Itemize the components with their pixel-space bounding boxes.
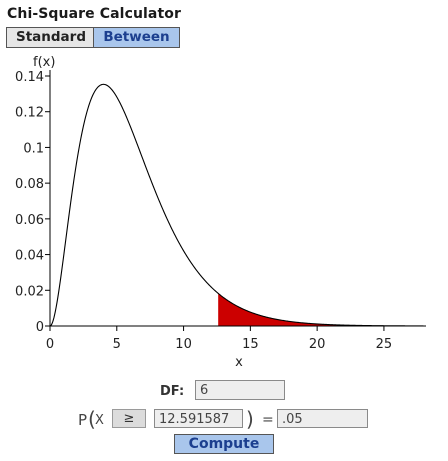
open-paren: ( bbox=[88, 407, 96, 431]
tab-between[interactable]: Between bbox=[94, 27, 180, 48]
density-curve bbox=[49, 83, 424, 327]
compute-button[interactable]: Compute bbox=[174, 434, 274, 454]
chi-square-plot: 0 0.02 0.04 0.06 0.08 0.1 0.12 0.14 0 5 10 15 20 25 f(… bbox=[15, 55, 426, 370]
y-tick-label: 0.06 bbox=[15, 213, 44, 228]
y-tick-label: 0.02 bbox=[15, 284, 44, 299]
y-tick-label: 0.04 bbox=[15, 249, 44, 264]
x-axis-label: x bbox=[235, 355, 243, 370]
x-tick-label: 0 bbox=[46, 337, 54, 352]
app-title: Chi-Square Calculator bbox=[7, 6, 181, 22]
y-tick-label: 0.14 bbox=[15, 70, 44, 85]
y-tick-label: 0.12 bbox=[15, 106, 44, 121]
x-tick-label: 5 bbox=[113, 337, 121, 352]
y-axis-label: f(x) bbox=[33, 55, 55, 70]
df-label: DF: bbox=[160, 384, 185, 399]
probability-input[interactable]: .05 bbox=[277, 409, 368, 428]
y-tick-label: 0.1 bbox=[23, 141, 44, 156]
shaded-tail-region bbox=[218, 293, 424, 326]
random-variable-label: X bbox=[95, 413, 104, 428]
inequality-operator-button[interactable]: ≥ bbox=[112, 409, 146, 428]
x-tick-label: 20 bbox=[309, 337, 326, 352]
mode-tabs: Standard Between bbox=[6, 27, 180, 48]
x-tick-label: 15 bbox=[242, 337, 259, 352]
probability-p-label: P bbox=[78, 411, 88, 429]
y-tick-label: 0.08 bbox=[15, 177, 44, 192]
y-tick-label: 0 bbox=[36, 320, 44, 335]
close-paren: ) bbox=[246, 407, 254, 431]
x-tick-label: 10 bbox=[175, 337, 192, 352]
x-tick-label: 25 bbox=[376, 337, 393, 352]
df-input[interactable]: 6 bbox=[195, 380, 285, 400]
equals-sign: = bbox=[262, 412, 274, 428]
tab-standard[interactable]: Standard bbox=[6, 27, 94, 48]
critical-value-input[interactable]: 12.591587 bbox=[154, 409, 243, 428]
